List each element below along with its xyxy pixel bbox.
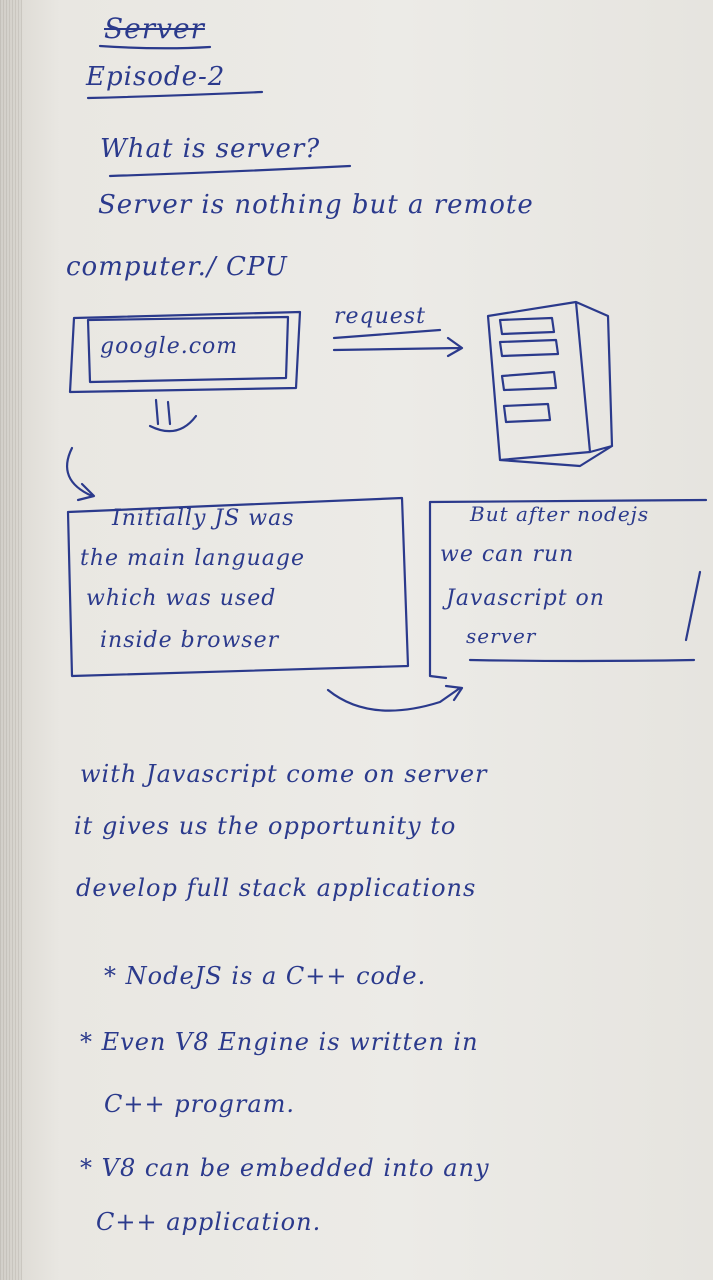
request-label: request: [334, 304, 426, 329]
right-line-2: we can run: [440, 542, 575, 567]
bullet-1: * NodeJS is a C++ code.: [104, 962, 427, 990]
right-box-underline: [468, 658, 696, 663]
right-line-3: Javascript on: [446, 586, 605, 611]
heading-underline: [98, 44, 212, 50]
connect-arrow: [326, 684, 464, 712]
bullet-2-cont: C++ program.: [104, 1090, 296, 1118]
bullet-2: * Even V8 Engine is written in: [80, 1028, 479, 1056]
server-slot-1: [498, 316, 556, 336]
bullet-3-cont: C++ application.: [96, 1208, 322, 1236]
server-slot-2: [498, 338, 560, 358]
episode-underline: [86, 90, 264, 100]
right-box-slash: [684, 570, 702, 642]
heading-struck: Server: [104, 12, 205, 45]
left-line-1: Initially JS was: [112, 506, 295, 531]
para-line-1: with Javascript come on server: [80, 760, 488, 788]
monitor-stand: [148, 398, 198, 433]
right-line-1: But after nodejs: [470, 502, 650, 526]
right-line-4: server: [466, 624, 537, 648]
left-line-2: the main language: [80, 546, 305, 571]
episode-title: Episode-2: [86, 62, 226, 92]
bullet-3: * V8 can be embedded into any: [80, 1154, 490, 1182]
server-slot-4: [502, 402, 552, 424]
request-underline: [332, 328, 442, 340]
definition-line-1: Server is nothing but a remote: [98, 190, 534, 220]
definition-line-2: computer./ CPU: [66, 252, 288, 282]
browser-url: google.com: [100, 334, 239, 359]
para-line-2: it gives us the opportunity to: [74, 812, 457, 840]
curve-arrow-left: [66, 446, 96, 502]
left-line-4: inside browser: [100, 628, 280, 653]
server-tower: [486, 300, 614, 468]
question-underline: [108, 164, 352, 178]
left-line-3: which was used: [86, 586, 277, 611]
request-arrow: [332, 336, 464, 358]
page-edge: [0, 0, 22, 1280]
server-slot-3: [500, 370, 558, 392]
para-line-3: develop full stack applications: [76, 874, 477, 902]
question-text: What is server?: [100, 134, 321, 164]
